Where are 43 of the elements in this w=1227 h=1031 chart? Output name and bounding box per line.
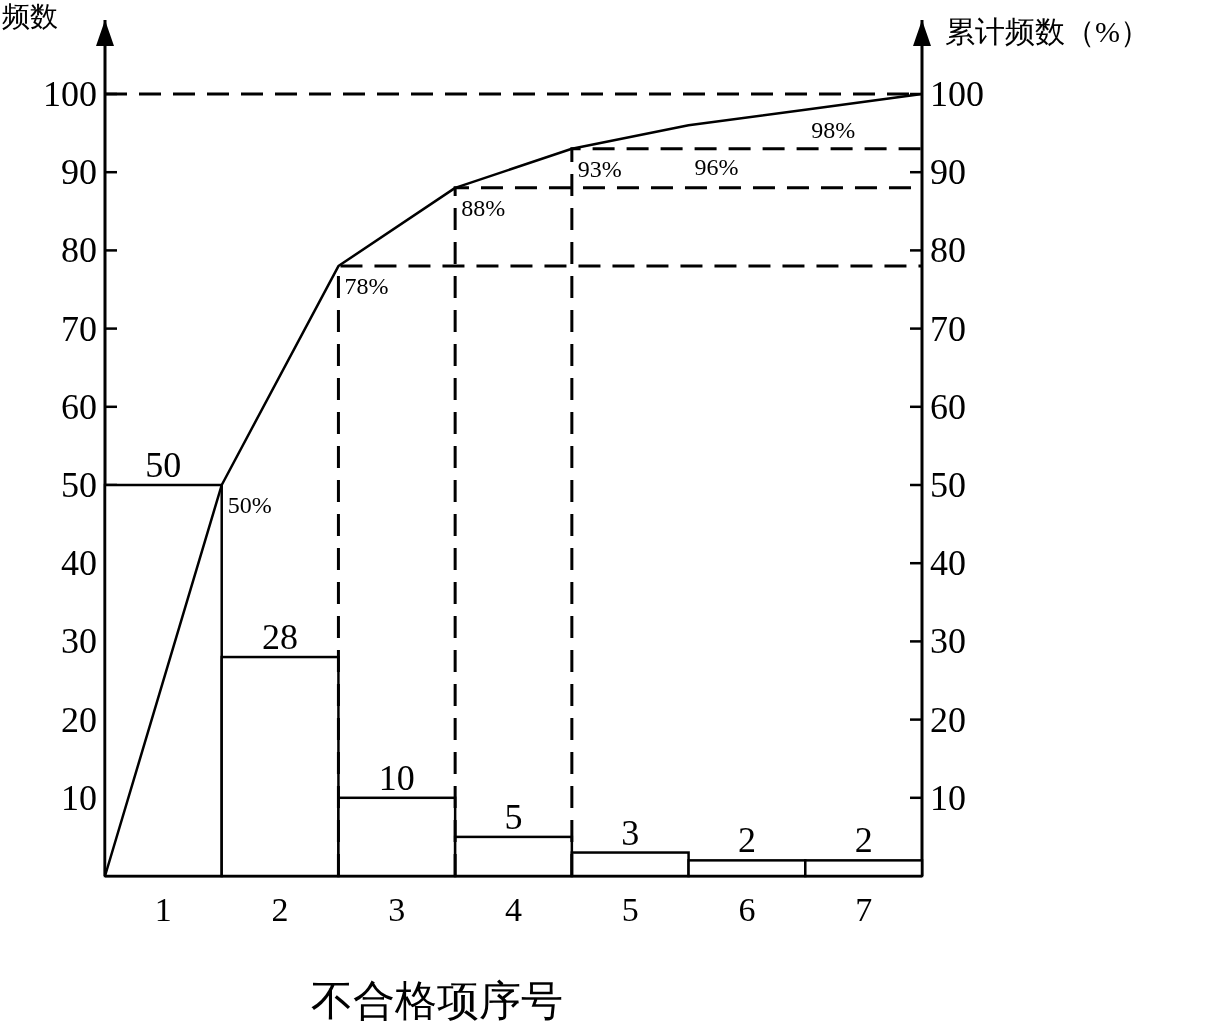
y2-tick-label: 30: [930, 621, 966, 662]
y2-tick-label: 10: [930, 777, 966, 818]
y2-tick-label: 50: [930, 465, 966, 505]
x-tick-label: 1: [154, 891, 172, 928]
data-label: 98%: [811, 116, 856, 143]
y2-tick-label: 40: [930, 543, 966, 584]
y2-tick-label: 60: [930, 386, 966, 427]
data-label: 93%: [577, 155, 622, 182]
y-tick-label: 50: [61, 465, 97, 505]
y2-tick-label: 20: [930, 699, 966, 740]
y2-tick-label: 100: [930, 74, 984, 114]
y-tick-label: 40: [61, 543, 97, 584]
x-tick-label: 2: [271, 891, 289, 928]
data-label: 50%: [227, 492, 272, 518]
data-label: 10: [378, 757, 415, 798]
y-tick-label: 100: [43, 74, 97, 114]
data-label: 3: [621, 812, 640, 853]
data-label: 2: [854, 820, 873, 861]
y-tick-label: 20: [61, 699, 97, 740]
data-label: 28: [262, 617, 299, 658]
y-axis-title: 频数: [2, 1, 58, 32]
y2-tick-label: 70: [930, 308, 966, 349]
data-label: 88%: [461, 194, 506, 221]
y-tick-label: 60: [61, 386, 97, 427]
data-label: 96%: [694, 153, 739, 180]
y2-axis-title: 累计频数（%）: [945, 15, 1150, 48]
y2-tick-label: 80: [930, 230, 966, 271]
x-tick-label: 3: [388, 891, 406, 928]
y-tick-label: 90: [61, 152, 97, 193]
x-axis-title: 不合格项序号: [311, 978, 563, 1024]
data-label: 5: [504, 796, 523, 837]
y-tick-label: 80: [61, 230, 97, 271]
x-tick-label: 6: [738, 891, 756, 928]
y2-tick-label: 90: [930, 152, 966, 193]
x-tick-label: 7: [855, 891, 873, 928]
y-tick-label: 70: [61, 308, 97, 349]
data-label: 78%: [344, 273, 389, 300]
y-tick-label: 10: [61, 777, 97, 818]
data-label: 50: [145, 445, 182, 485]
x-tick-label: 5: [621, 891, 639, 928]
x-tick-label: 4: [505, 891, 522, 928]
y-tick-label: 30: [61, 621, 97, 662]
data-label: 2: [737, 820, 756, 861]
